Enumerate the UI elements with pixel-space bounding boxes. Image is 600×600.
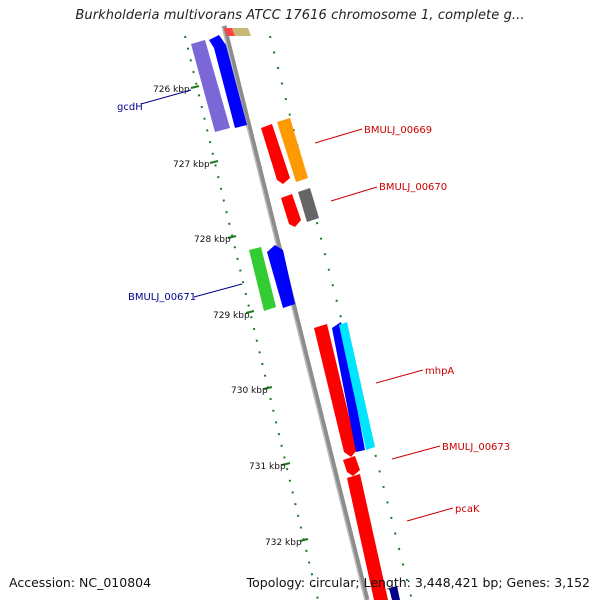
leader-line-pcaK — [406, 507, 454, 522]
gene-top-khaki[interactable] — [232, 28, 251, 36]
gene-label-BMULJ-00670[interactable]: BMULJ_00670 — [379, 182, 447, 193]
gene-label-BMULJ-00673[interactable]: BMULJ_00673 — [442, 442, 510, 453]
gene-gcdH[interactable] — [209, 35, 247, 128]
gene-label-BMULJ-00671[interactable]: BMULJ_00671 — [128, 292, 196, 303]
gene-BMULJ-00669[interactable] — [277, 118, 308, 182]
tick-mark — [281, 462, 291, 466]
tick-mark — [190, 85, 200, 89]
gene-label-pcaK[interactable]: pcaK — [455, 504, 480, 515]
scale-tick-label: 730 kbp — [231, 386, 268, 396]
scale-tick-label: 732 kbp — [265, 538, 302, 548]
gene-red-00670[interactable] — [281, 194, 301, 227]
gene-blue-bottom[interactable] — [389, 586, 400, 600]
leader-line-BMULJ-00673 — [391, 445, 441, 460]
gene-BMULJ-00673[interactable] — [339, 322, 375, 450]
gene-blue-mhpA[interactable] — [332, 322, 365, 452]
map-title: Burkholderia multivorans ATCC 17616 chro… — [75, 8, 525, 23]
gene-blue-00671[interactable] — [267, 245, 295, 308]
gene-label-BMULJ-00669[interactable]: BMULJ_00669 — [364, 125, 432, 136]
gene-red-00669[interactable] — [261, 124, 290, 184]
scale-tick-label: 726 kbp — [153, 85, 190, 95]
gene-top-red[interactable] — [224, 28, 235, 36]
gene-BMULJ-00670[interactable] — [298, 188, 319, 222]
right-tick-guide — [269, 35, 413, 600]
scale-tick-label: 728 kbp — [194, 235, 231, 245]
leader-line-BMULJ-00669 — [314, 128, 363, 144]
scale-tick-label: 729 kbp — [213, 311, 250, 321]
leader-line-mhpA — [375, 369, 424, 384]
tick-mark — [263, 386, 273, 390]
tick-mark — [227, 235, 237, 239]
scale-tick-label: 731 kbp — [249, 462, 286, 472]
leader-line-gcdH — [140, 89, 192, 105]
gene-label-gcdH[interactable]: gcdH — [117, 102, 143, 113]
leader-line-BMULJ-00670 — [330, 186, 378, 202]
gene-BMULJ-00671[interactable] — [249, 247, 276, 311]
gene-mhpA[interactable] — [314, 324, 357, 457]
gene-purple[interactable] — [191, 40, 230, 132]
scale-ticks — [190, 85, 309, 542]
tick-mark — [245, 310, 255, 314]
gene-red-small[interactable] — [343, 456, 360, 476]
accession-text: Accession: NC_010804 — [9, 575, 152, 590]
tick-mark — [209, 160, 219, 164]
tick-mark — [299, 538, 309, 542]
scale-tick-label: 727 kbp — [173, 160, 210, 170]
left-tick-guide — [184, 35, 319, 600]
leader-line-BMULJ-00671 — [193, 283, 243, 298]
chromosome-backbone — [221, 25, 370, 600]
gene-label-mhpA[interactable]: mhpA — [425, 366, 454, 377]
gene-pcaK[interactable] — [347, 474, 388, 600]
genome-summary-text: Topology: circular; Length: 3,448,421 bp… — [246, 575, 590, 590]
